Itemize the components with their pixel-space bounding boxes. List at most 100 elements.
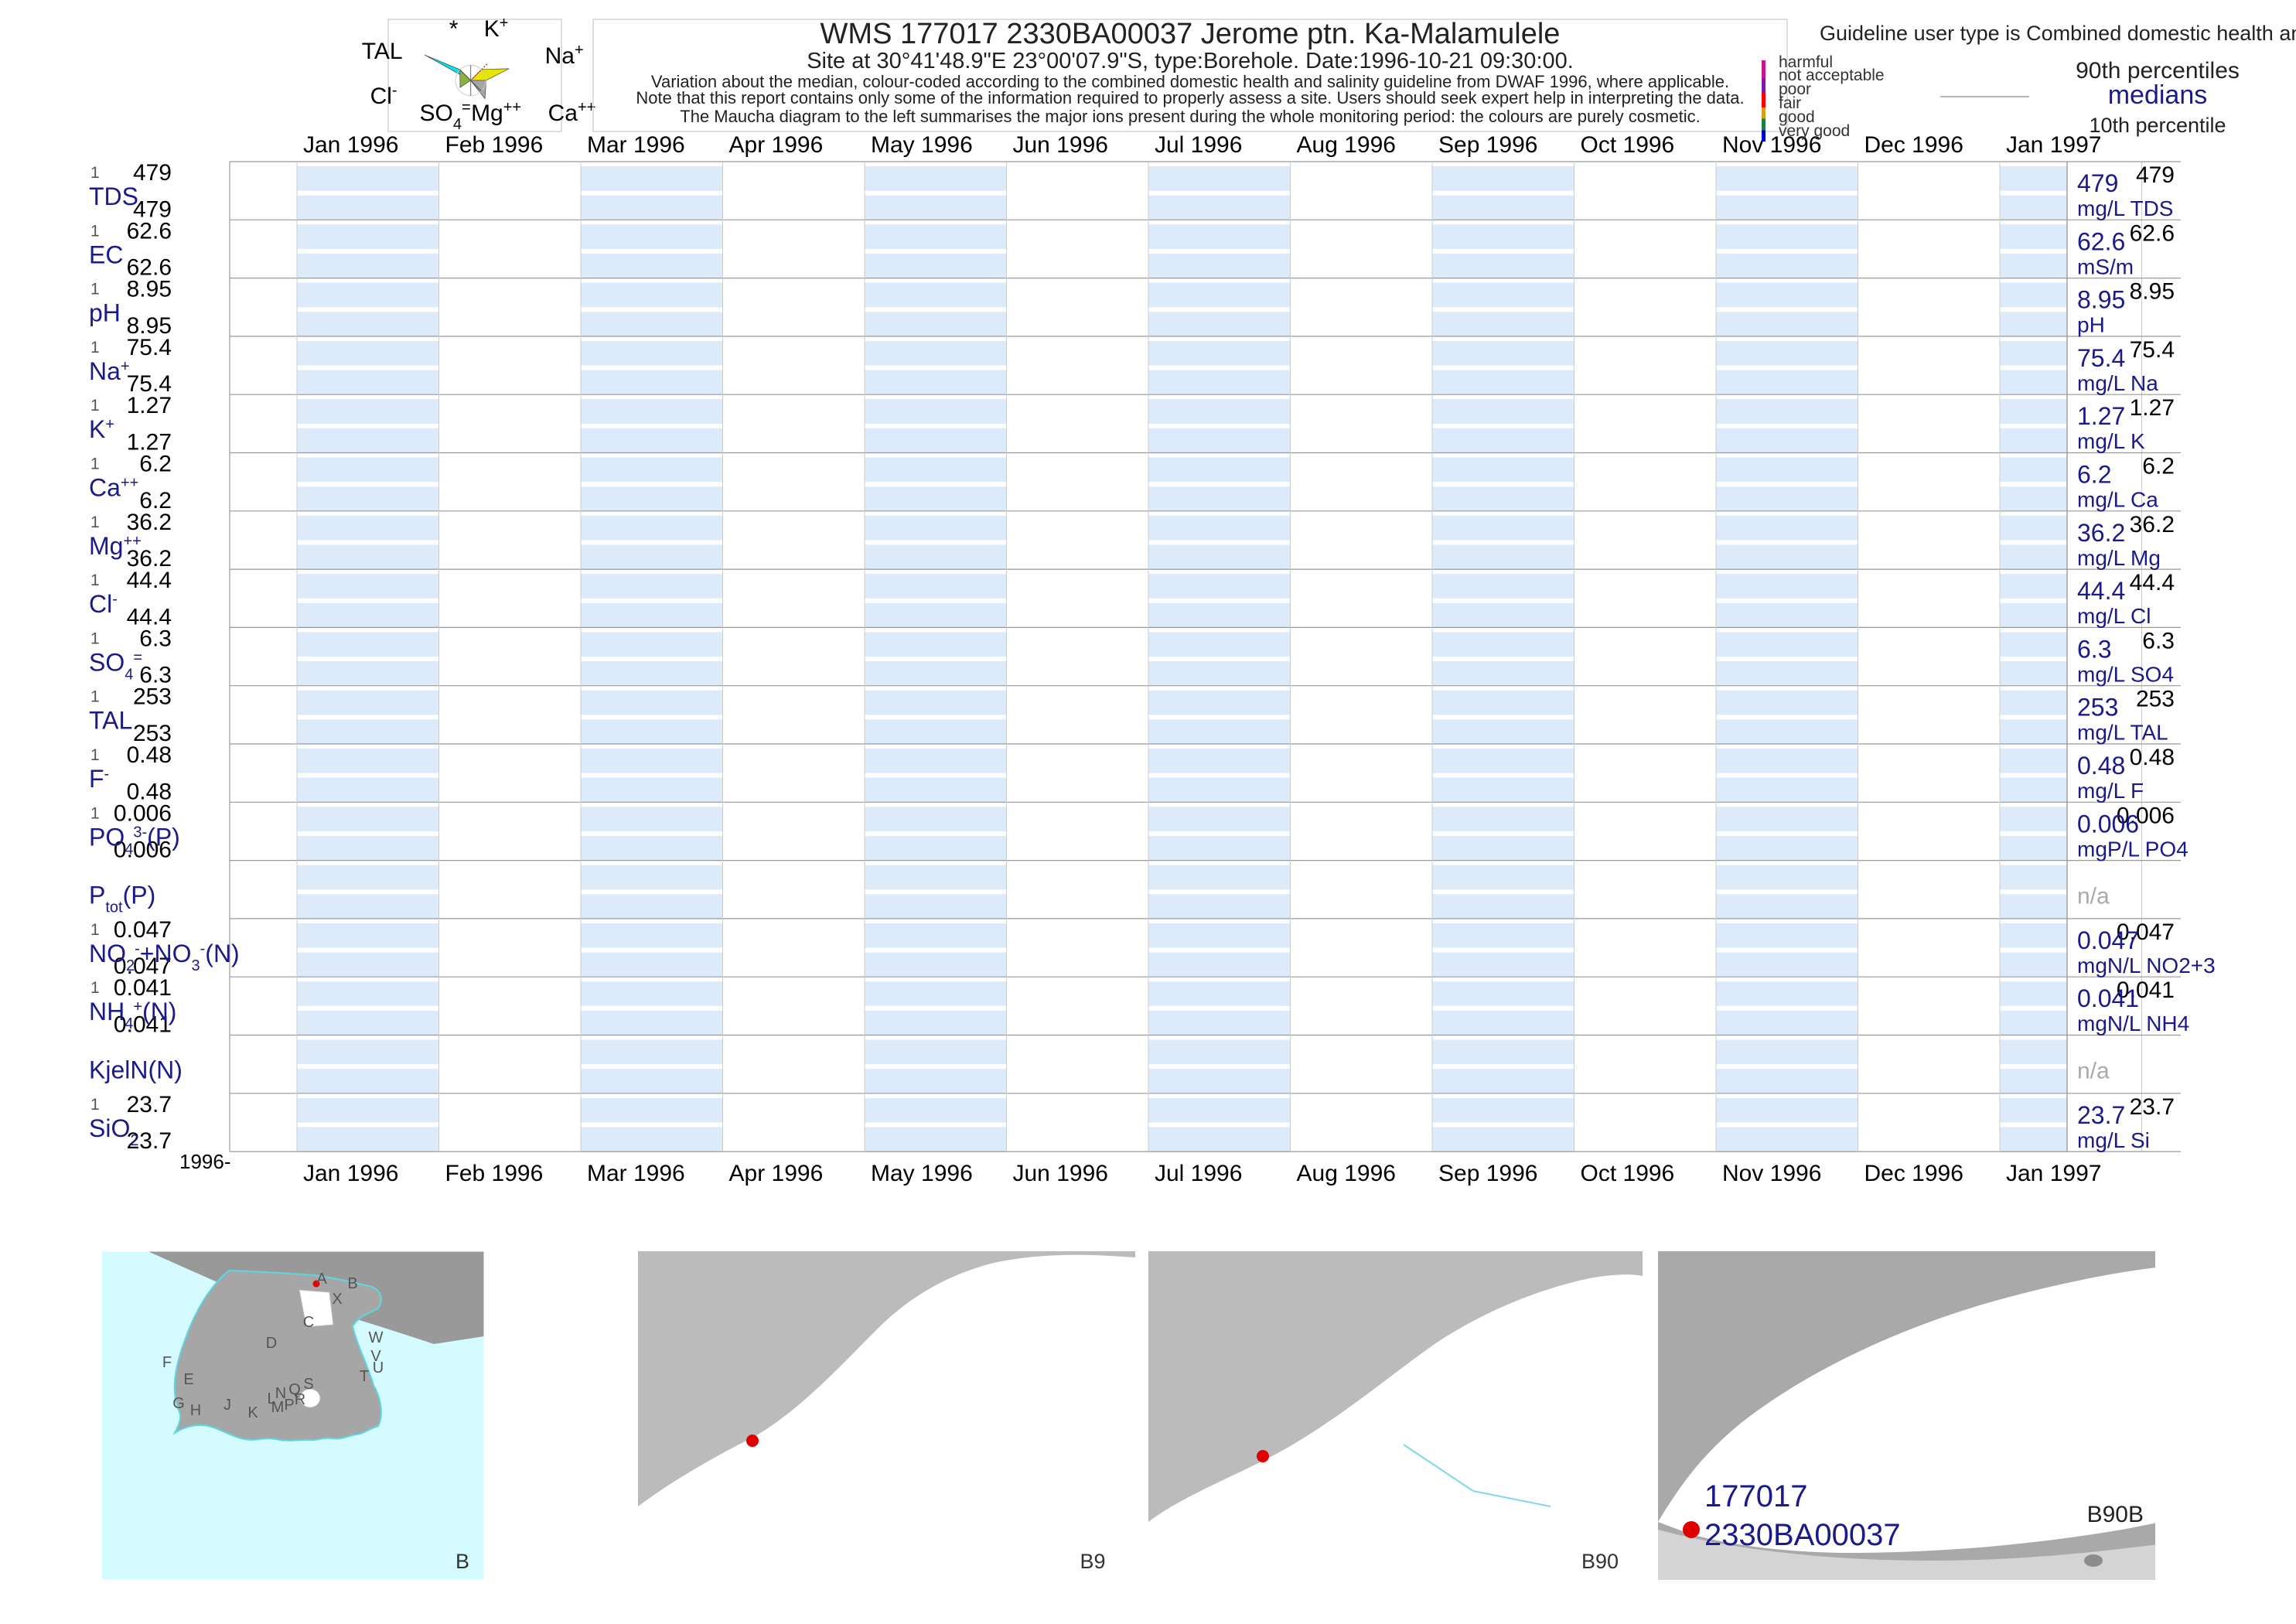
svg-text:Jun 1996: Jun 1996: [1013, 1161, 1108, 1186]
svg-text:mg/L Mg: mg/L Mg: [2077, 546, 2161, 570]
svg-text:mgN/L NH4: mgN/L NH4: [2077, 1012, 2189, 1035]
svg-text:44.4: 44.4: [127, 568, 172, 593]
svg-text:WMS 177017 2330BA00037 Jerome: WMS 177017 2330BA00037 Jerome ptn. Ka-Ma…: [820, 18, 1561, 50]
svg-text:Dec 1996: Dec 1996: [1864, 132, 1963, 158]
svg-text:mg/L TDS: mg/L TDS: [2077, 196, 2173, 220]
svg-text:8.95: 8.95: [127, 277, 172, 302]
svg-text:X: X: [332, 1291, 342, 1308]
svg-text:B9: B9: [1080, 1550, 1105, 1573]
svg-text:Site at 30°41'48.9"E 23°00'07.: Site at 30°41'48.9"E 23°00'07.9"S, type:…: [807, 49, 1574, 73]
svg-text:Sep 1996: Sep 1996: [1438, 1161, 1537, 1186]
svg-text:0.041: 0.041: [2077, 984, 2139, 1012]
svg-text:*: *: [449, 16, 459, 42]
svg-text:Mar 1996: Mar 1996: [587, 1161, 685, 1186]
svg-text:1: 1: [90, 979, 100, 997]
svg-text:pH: pH: [2077, 313, 2105, 337]
svg-text:Aug 1996: Aug 1996: [1297, 1161, 1396, 1186]
svg-text:B: B: [347, 1275, 357, 1292]
svg-text:1: 1: [90, 513, 100, 531]
svg-text:Aug 1996: Aug 1996: [1297, 132, 1396, 158]
svg-text:mgP/L PO4: mgP/L PO4: [2077, 837, 2189, 861]
svg-text:A: A: [316, 1271, 327, 1288]
svg-text:M: M: [271, 1399, 285, 1416]
svg-text:1: 1: [90, 455, 100, 473]
svg-text:H: H: [190, 1402, 201, 1419]
svg-text:1: 1: [90, 746, 100, 764]
svg-text:Guideline user type is Combine: Guideline user type is Combined domestic…: [1820, 22, 2296, 45]
svg-text:6.3: 6.3: [2142, 628, 2175, 653]
svg-text:62.6: 62.6: [2077, 227, 2125, 255]
svg-text:75.4: 75.4: [2077, 344, 2125, 372]
svg-text:Sep 1996: Sep 1996: [1438, 132, 1537, 158]
svg-text:479: 479: [133, 160, 172, 186]
svg-text:Apr 1996: Apr 1996: [729, 1161, 824, 1186]
svg-text:1: 1: [90, 629, 100, 647]
svg-text:Jul 1996: Jul 1996: [1155, 132, 1242, 158]
svg-text:6.2: 6.2: [2142, 454, 2175, 479]
svg-text:62.6: 62.6: [127, 218, 172, 244]
svg-text:479: 479: [2077, 169, 2118, 197]
svg-text:mg/L SO4: mg/L SO4: [2077, 662, 2174, 686]
svg-text:Jan 1996: Jan 1996: [303, 132, 398, 158]
svg-text:mS/m: mS/m: [2077, 254, 2134, 278]
svg-text:T: T: [360, 1368, 369, 1385]
svg-text:K: K: [247, 1404, 258, 1421]
svg-text:mg/L Ca: mg/L Ca: [2077, 488, 2158, 512]
svg-text:mgN/L NO2+3: mgN/L NO2+3: [2077, 954, 2216, 977]
svg-text:mg/L Si: mg/L Si: [2077, 1128, 2150, 1152]
svg-text:very good: very good: [1779, 122, 1850, 140]
svg-text:n/a: n/a: [2077, 884, 2110, 909]
svg-text:1: 1: [90, 222, 100, 240]
svg-text:May 1996: May 1996: [871, 132, 973, 158]
svg-text:479: 479: [2136, 162, 2175, 188]
svg-text:8.95: 8.95: [2077, 286, 2125, 314]
svg-text:253: 253: [2077, 694, 2118, 722]
svg-text:1996-: 1996-: [179, 1150, 231, 1173]
svg-text:10th percentile: 10th percentile: [2089, 114, 2226, 137]
svg-text:Feb 1996: Feb 1996: [445, 1161, 544, 1186]
svg-text:EC: EC: [89, 241, 123, 268]
svg-text:F: F: [162, 1354, 172, 1371]
svg-text:S: S: [303, 1376, 313, 1393]
svg-text:6.2: 6.2: [2077, 461, 2111, 489]
svg-text:Oct 1996: Oct 1996: [1581, 132, 1675, 158]
svg-text:177017: 177017: [1704, 1479, 1807, 1513]
svg-text:B90B: B90B: [2087, 1502, 2144, 1527]
svg-text:75.4: 75.4: [127, 335, 172, 360]
svg-text:Dec 1996: Dec 1996: [1864, 1161, 1963, 1186]
svg-text:E: E: [183, 1371, 193, 1388]
svg-text:1.27: 1.27: [2130, 395, 2175, 421]
svg-text:D: D: [266, 1335, 277, 1352]
svg-text:23.7: 23.7: [127, 1092, 172, 1117]
svg-text:1: 1: [90, 281, 100, 299]
svg-text:C: C: [303, 1314, 314, 1331]
svg-text:Note that this report contains: Note that this report contains only some…: [636, 88, 1744, 107]
svg-text:Jan 1997: Jan 1997: [2006, 1161, 2101, 1186]
svg-text:W: W: [369, 1329, 384, 1346]
svg-text:36.2: 36.2: [2130, 512, 2175, 537]
svg-text:mg/L TAL: mg/L TAL: [2077, 721, 2168, 745]
svg-text:Feb 1996: Feb 1996: [445, 132, 544, 158]
svg-text:1: 1: [90, 164, 100, 182]
svg-text:B: B: [455, 1550, 469, 1573]
svg-text:TAL: TAL: [89, 707, 132, 735]
svg-text:mg/L K: mg/L K: [2077, 429, 2145, 453]
svg-text:Jun 1996: Jun 1996: [1013, 132, 1108, 158]
svg-text:Jan 1996: Jan 1996: [303, 1161, 398, 1186]
svg-text:0.006: 0.006: [2077, 810, 2139, 838]
svg-text:6.3: 6.3: [139, 626, 172, 651]
svg-text:pH: pH: [89, 299, 121, 327]
svg-text:1: 1: [90, 1096, 100, 1114]
svg-text:R: R: [295, 1391, 305, 1408]
svg-text:May 1996: May 1996: [871, 1161, 973, 1186]
svg-text:0.48: 0.48: [2077, 752, 2125, 780]
svg-text:0.047: 0.047: [2077, 926, 2139, 954]
svg-text:KjelN(N): KjelN(N): [89, 1056, 183, 1084]
svg-text:1: 1: [90, 804, 100, 822]
svg-text:medians: medians: [2108, 80, 2208, 110]
svg-text:44.4: 44.4: [2130, 570, 2175, 595]
svg-text:TAL: TAL: [362, 39, 403, 64]
svg-text:Apr 1996: Apr 1996: [729, 132, 824, 158]
svg-text:1: 1: [90, 397, 100, 415]
svg-text:75.4: 75.4: [2130, 337, 2175, 363]
